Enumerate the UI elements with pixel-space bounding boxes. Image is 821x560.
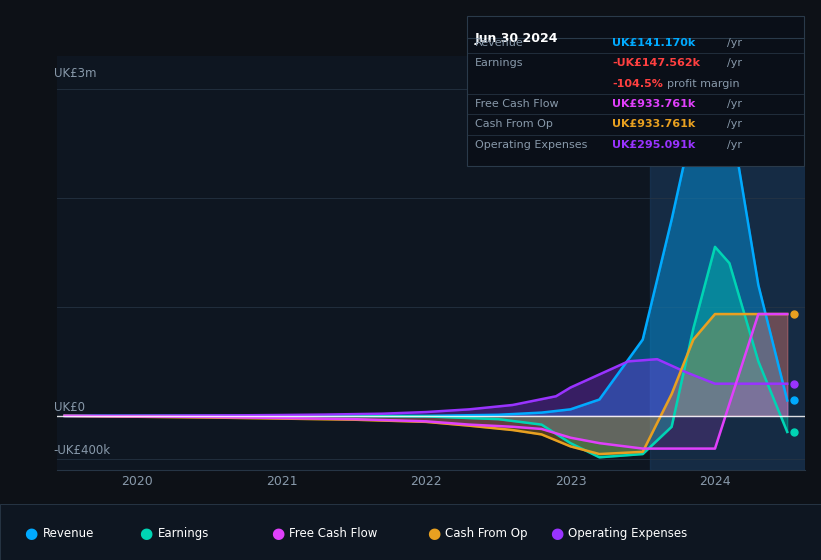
Text: Operating Expenses: Operating Expenses: [475, 139, 587, 150]
Text: ●: ●: [140, 526, 153, 540]
Text: profit margin: profit margin: [667, 79, 740, 88]
Text: UK£933.761k: UK£933.761k: [612, 99, 695, 109]
Text: ●: ●: [550, 526, 563, 540]
Text: UK£0: UK£0: [53, 401, 85, 414]
Text: Revenue: Revenue: [475, 38, 524, 48]
Text: /yr: /yr: [727, 99, 742, 109]
Text: UK£295.091k: UK£295.091k: [612, 139, 695, 150]
Text: ●: ●: [427, 526, 440, 540]
Text: UK£3m: UK£3m: [53, 67, 96, 81]
Text: Free Cash Flow: Free Cash Flow: [475, 99, 558, 109]
Text: Revenue: Revenue: [43, 526, 94, 540]
Text: UK£933.761k: UK£933.761k: [612, 119, 695, 129]
Text: UK£141.170k: UK£141.170k: [612, 38, 695, 48]
Text: /yr: /yr: [727, 38, 742, 48]
Text: ●: ●: [271, 526, 284, 540]
Text: /yr: /yr: [727, 58, 742, 68]
Text: /yr: /yr: [727, 119, 742, 129]
Text: Cash From Op: Cash From Op: [445, 526, 527, 540]
Text: ●: ●: [25, 526, 38, 540]
Text: -104.5%: -104.5%: [612, 79, 663, 88]
Text: Jun 30 2024: Jun 30 2024: [475, 32, 558, 45]
Text: Earnings: Earnings: [475, 58, 524, 68]
Text: Earnings: Earnings: [158, 526, 209, 540]
Text: Cash From Op: Cash From Op: [475, 119, 553, 129]
Bar: [650, 56, 805, 470]
Text: Free Cash Flow: Free Cash Flow: [289, 526, 378, 540]
Text: /yr: /yr: [727, 139, 742, 150]
Text: Operating Expenses: Operating Expenses: [568, 526, 687, 540]
Text: -UK£147.562k: -UK£147.562k: [612, 58, 700, 68]
Text: -UK£400k: -UK£400k: [53, 445, 111, 458]
